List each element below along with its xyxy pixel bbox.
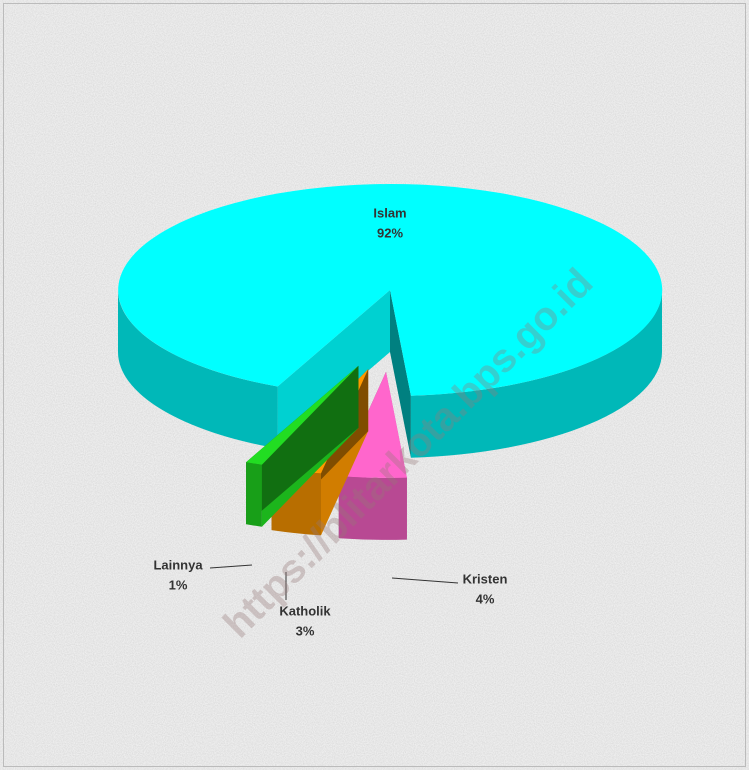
slice — [246, 365, 359, 465]
pie — [118, 184, 663, 540]
data-label-name: Islam — [373, 205, 406, 220]
slice-wall — [246, 462, 262, 527]
data-label-name: Katholik — [279, 603, 331, 618]
data-label-value: 4% — [476, 591, 495, 606]
data-label-value: 92% — [377, 225, 403, 240]
data-label-value: 3% — [296, 623, 315, 638]
slice-side — [246, 365, 359, 525]
slice-wall — [338, 476, 407, 540]
data-label-name: Lainnya — [153, 557, 203, 572]
chart-border — [3, 3, 746, 767]
labels: Islam 92% Kristen 4% Katholik 3% Lainnya 1% — [153, 205, 507, 638]
slice-side — [390, 290, 411, 458]
leader-line — [391, 577, 459, 584]
data-label-name: Kristen — [463, 571, 508, 586]
slice-wall — [410, 290, 662, 458]
slice-side — [277, 290, 390, 449]
slice-wall — [118, 290, 278, 449]
slice — [118, 184, 663, 396]
data-label-value: 1% — [169, 577, 188, 592]
leader-line — [209, 564, 253, 569]
